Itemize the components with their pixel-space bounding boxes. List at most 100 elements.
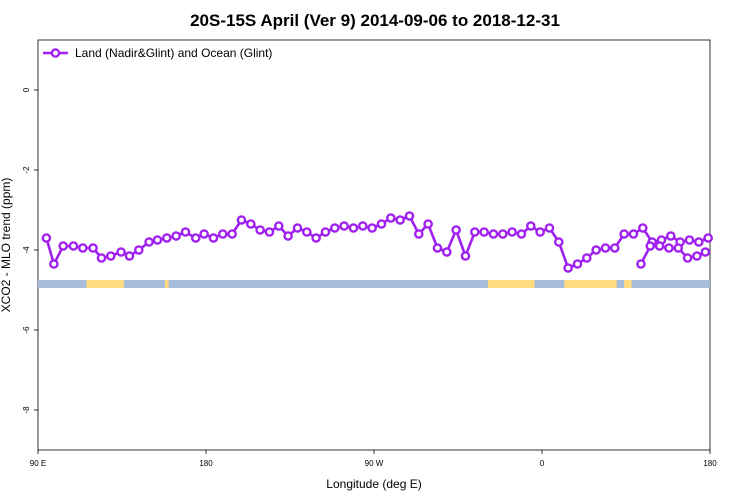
data-point-0-47	[479, 227, 489, 237]
data-point-1-7	[700, 247, 711, 257]
data-point-0-14	[171, 231, 181, 241]
data-point-0-33	[348, 223, 359, 233]
data-point-0-48	[488, 229, 499, 239]
data-point-0-38	[395, 215, 405, 225]
data-point-0-31	[329, 223, 340, 233]
data-point-0-29	[311, 233, 321, 243]
data-point-0-45	[460, 251, 471, 261]
data-point-0-30	[320, 227, 331, 237]
x-axis-label: Longitude (deg E)	[326, 477, 421, 491]
data-point-0-40	[413, 229, 424, 239]
data-point-0-41	[423, 219, 433, 229]
data-point-1-0	[636, 259, 646, 269]
data-point-0-24	[264, 227, 275, 237]
y-tick-label-4: -8	[22, 406, 31, 414]
data-point-0-39	[404, 211, 415, 221]
data-point-1-5	[682, 253, 693, 263]
data-point-0-16	[190, 233, 201, 243]
legend-marker	[50, 48, 61, 58]
y-tick-label-3: -6	[22, 326, 31, 334]
data-point-0-67	[666, 231, 676, 241]
data-point-0-25	[273, 221, 284, 231]
data-point-0-57	[572, 259, 583, 269]
data-point-0-63	[628, 229, 639, 239]
series-layer	[41, 211, 713, 273]
x-axis: 90 E 180 90 W 0 180	[30, 450, 717, 468]
x-tick-label-2: 90 W	[365, 459, 384, 468]
y-axis: 0 -2 -4 -6 -8	[22, 87, 38, 414]
data-point-1-4	[673, 243, 684, 253]
surface-strip	[38, 280, 710, 288]
x-tick-label-4: 180	[703, 459, 717, 468]
data-point-0-44	[451, 225, 461, 235]
data-point-0-12	[152, 235, 163, 245]
data-point-0-46	[469, 227, 480, 237]
data-point-0-71	[703, 233, 713, 243]
land-segment-1	[164, 280, 169, 288]
ocean-strip	[38, 280, 710, 288]
data-point-0-70	[694, 237, 704, 247]
data-point-0-34	[357, 221, 368, 231]
data-point-0-2	[58, 241, 69, 251]
chart-title: 20S-15S April (Ver 9) 2014-09-06 to 2018…	[190, 11, 560, 30]
data-point-0-58	[582, 253, 592, 263]
data-point-0-35	[367, 223, 377, 233]
data-point-0-32	[339, 221, 349, 231]
y-tick-label-2: -4	[22, 246, 31, 254]
data-point-0-64	[638, 223, 648, 233]
data-point-0-42	[432, 243, 443, 253]
land-segment-4	[624, 280, 632, 288]
x-tick-label-0: 90 E	[30, 459, 46, 468]
data-point-0-36	[376, 219, 387, 229]
data-point-0-50	[507, 227, 517, 237]
y-tick-label-1: -2	[22, 166, 31, 174]
data-point-0-26	[283, 231, 293, 241]
data-point-0-60	[600, 243, 611, 253]
data-point-0-10	[133, 245, 144, 255]
data-point-1-1	[645, 241, 656, 251]
land-segment-2	[487, 280, 535, 288]
data-point-0-9	[124, 251, 135, 261]
data-point-0-18	[208, 233, 219, 243]
data-point-0-3	[68, 241, 79, 251]
data-point-1-3	[664, 243, 674, 253]
data-point-0-55	[554, 237, 564, 247]
data-point-0-62	[619, 229, 629, 239]
data-point-1-2	[654, 241, 665, 251]
data-point-0-6	[96, 253, 107, 263]
data-point-0-49	[497, 229, 508, 239]
data-point-0-8	[116, 247, 126, 257]
data-point-0-11	[144, 237, 154, 247]
x-tick-label-1: 180	[199, 459, 213, 468]
data-point-0-0	[41, 233, 52, 243]
data-point-0-54	[544, 223, 555, 233]
y-tick-label-0: 0	[22, 87, 31, 92]
data-point-0-4	[78, 243, 88, 253]
data-point-0-59	[591, 245, 601, 255]
legend: Land (Nadir&Glint) and Ocean (Glint)	[43, 46, 272, 60]
data-point-0-28	[301, 227, 312, 237]
data-point-0-21	[236, 215, 247, 225]
data-point-0-17	[199, 229, 209, 239]
land-segment-3	[564, 280, 617, 288]
data-point-0-51	[516, 229, 527, 239]
x-tick-label-3: 0	[540, 459, 545, 468]
y-axis-label: XCO2 - MLO trend (ppm)	[0, 178, 13, 313]
data-point-0-19	[217, 229, 228, 239]
data-point-0-15	[180, 227, 191, 237]
data-point-0-43	[441, 247, 452, 257]
data-point-0-5	[88, 243, 98, 253]
data-point-0-7	[106, 251, 116, 261]
data-point-0-1	[49, 259, 59, 269]
data-point-0-27	[292, 223, 303, 233]
data-point-1-6	[692, 251, 702, 261]
data-point-0-37	[385, 213, 396, 223]
data-point-0-56	[563, 263, 573, 273]
land-segment-0	[86, 280, 124, 288]
data-point-0-20	[227, 229, 237, 239]
data-point-0-52	[526, 221, 536, 231]
data-point-0-69	[684, 235, 695, 245]
data-point-0-53	[535, 227, 545, 237]
data-point-0-13	[161, 233, 172, 243]
